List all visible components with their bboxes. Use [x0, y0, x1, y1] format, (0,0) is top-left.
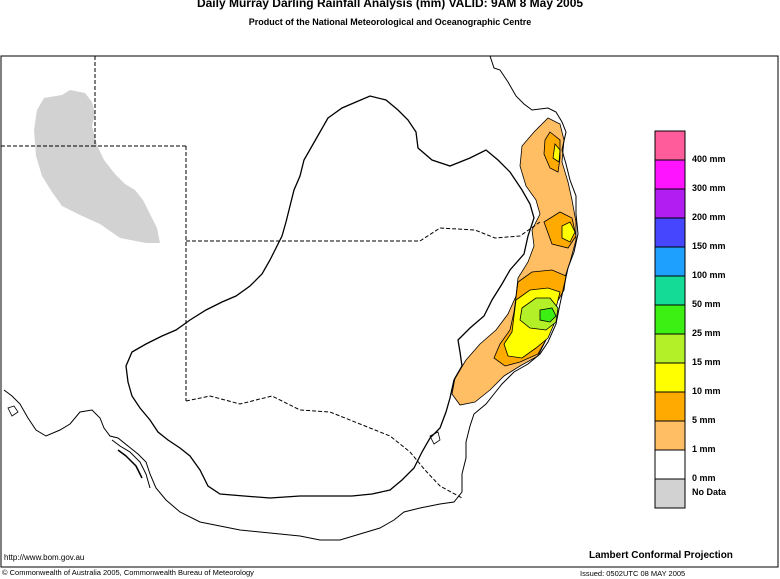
rainfall-5mm-area: [543, 131, 561, 173]
island: [429, 431, 441, 445]
legend-label: 0 mm: [692, 473, 716, 483]
rainfall-10mm-area: [552, 143, 561, 163]
issued-timestamp: Issued: 0502UTC 08 MAY 2005: [580, 569, 686, 578]
legend-label: 10 mm: [692, 386, 721, 396]
legend-swatch: [654, 246, 686, 277]
basin-boundary: [125, 95, 535, 499]
lake: [117, 449, 143, 479]
legend-swatch: [654, 304, 686, 335]
copyright-notice: © Commonwealth of Australia 2005, Common…: [2, 568, 254, 577]
rainfall-25mm-area: [539, 307, 557, 323]
legend-label: 50 mm: [692, 299, 721, 309]
legend-label: 1 mm: [692, 444, 716, 454]
projection-label: Lambert Conformal Projection: [589, 550, 733, 561]
legend-label: 100 mm: [692, 270, 726, 280]
legend-label: 15 mm: [692, 357, 721, 367]
legend-swatch: [654, 420, 686, 451]
map-frame: [0, 55, 779, 568]
legend-swatch: [654, 275, 686, 306]
legend-swatch: [654, 478, 686, 509]
legend-label: 5 mm: [692, 415, 716, 425]
legend-label: 300 mm: [692, 183, 726, 193]
island: [7, 405, 19, 417]
map-title: Daily Murray Darling Rainfall Analysis (…: [196, 0, 584, 10]
legend-label: 25 mm: [692, 328, 721, 338]
source-url[interactable]: http://www.bom.gov.au: [4, 553, 85, 562]
legend-swatch: [654, 188, 686, 219]
rainfall-10mm-area: [561, 221, 576, 243]
legend-swatch: [654, 217, 686, 248]
legend-swatch: [654, 362, 686, 393]
gulf-coastline: [111, 439, 151, 489]
legend-swatch: [654, 159, 686, 190]
coastline: [3, 55, 579, 541]
legend-label: 200 mm: [692, 212, 726, 222]
legend-label: 400 mm: [692, 154, 726, 164]
legend-swatch: [654, 333, 686, 364]
legend-color-scale: [654, 130, 686, 509]
map-subtitle: Product of the National Meteorological a…: [248, 17, 532, 27]
no-data-region: [34, 90, 160, 243]
legend-swatch: [654, 449, 686, 480]
legend-swatch: [654, 130, 686, 161]
legend-swatch: [654, 391, 686, 422]
state-borders: [0, 56, 541, 499]
legend-label: 150 mm: [692, 241, 726, 251]
legend-label: No Data: [692, 487, 727, 497]
